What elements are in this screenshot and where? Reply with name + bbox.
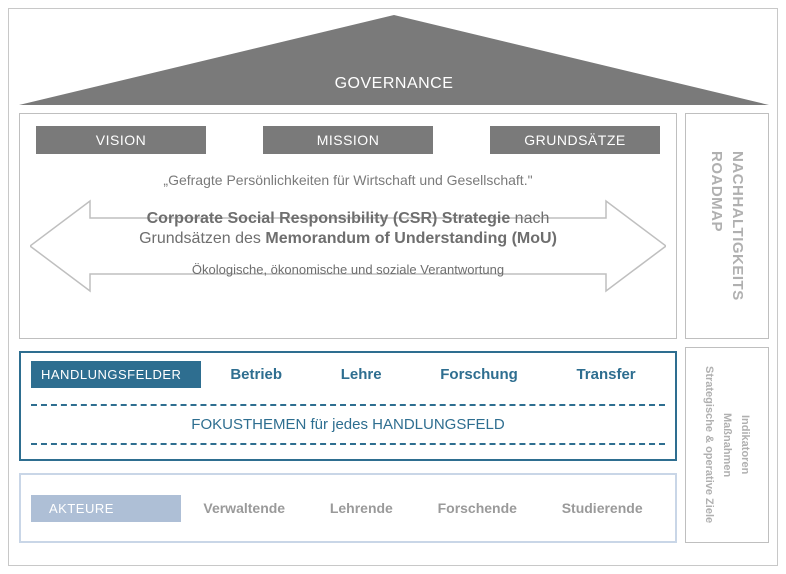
side-col-massnahmen: Maßnahmen (721, 413, 733, 477)
side-col-indikatoren: Indikatoren (739, 415, 751, 474)
fokus-prefix: FOKUSTHEMEN (191, 416, 306, 433)
csr-line2: Grundsätzen des Memorandum of Understand… (100, 230, 596, 248)
akteure-label: AKTEURE (31, 495, 181, 522)
right-column: NACHHALTIGKEITS ROADMAP Strategische & o… (685, 113, 769, 543)
vmg-quote: „Gefragte Persönlichkeiten für Wirtschaf… (30, 172, 666, 188)
akteure-fields: Verwaltende Lehrende Forschende Studiere… (181, 500, 665, 516)
side-bottom-cols: Strategische & operative Ziele Maßnahmen… (703, 348, 751, 542)
csr-line2-prefix: Grundsätzen des (139, 230, 265, 247)
hf-fields: Betrieb Lehre Forschung Transfer (201, 366, 665, 383)
main-row: VISION MISSION GRUNDSÄTZE „Gefragte Pers… (19, 113, 769, 543)
hf-field-transfer: Transfer (576, 366, 635, 383)
ak-field-studierende: Studierende (562, 500, 643, 516)
diagram-frame: GOVERNANCE VISION MISSION GRUNDSÄTZE „Ge… (8, 8, 778, 566)
hf-top-row: HANDLUNGSFELDER Betrieb Lehre Forschung … (31, 361, 665, 388)
csr-line3: Ökologische, ökonomische und soziale Ver… (100, 262, 596, 277)
arrow-text: Corporate Social Responsibility (CSR) St… (100, 210, 596, 277)
tab-mission: MISSION (263, 126, 433, 154)
hf-label: HANDLUNGSFELDER (31, 361, 201, 388)
vmg-box: VISION MISSION GRUNDSÄTZE „Gefragte Pers… (19, 113, 677, 339)
csr-line2-bold: Memorandum of Understanding (MoU) (265, 230, 557, 247)
roadmap-line1: NACHHALTIGKEITS (729, 151, 746, 301)
csr-line1-suffix: nach (510, 210, 549, 227)
fokus-band: FOKUSTHEMEN für jedes HANDLUNGSFELD (31, 404, 665, 445)
hf-field-forschung: Forschung (440, 366, 518, 383)
side-col-strategische: Strategische & operative Ziele (703, 366, 715, 523)
left-column: VISION MISSION GRUNDSÄTZE „Gefragte Pers… (19, 113, 677, 543)
fokus-middle: für jedes (306, 416, 372, 433)
tab-grundsaetze: GRUNDSÄTZE (490, 126, 660, 154)
fokus-suffix: HANDLUNGSFELD (372, 416, 505, 433)
tab-vision: VISION (36, 126, 206, 154)
ak-field-lehrende: Lehrende (330, 500, 393, 516)
double-arrow: Corporate Social Responsibility (CSR) St… (30, 196, 666, 306)
akteure-box: AKTEURE Verwaltende Lehrende Forschende … (19, 473, 677, 543)
roadmap-line2: ROADMAP (708, 151, 725, 232)
roof: GOVERNANCE (19, 15, 769, 105)
ak-field-forschende: Forschende (438, 500, 517, 516)
hf-field-lehre: Lehre (341, 366, 382, 383)
roadmap-box: NACHHALTIGKEITS ROADMAP (685, 113, 769, 339)
roof-label: GOVERNANCE (19, 75, 769, 93)
csr-line1-bold: Corporate Social Responsibility (CSR) St… (147, 210, 511, 227)
side-bottom-box: Strategische & operative Ziele Maßnahmen… (685, 347, 769, 543)
ak-field-verwaltende: Verwaltende (203, 500, 285, 516)
hf-field-betrieb: Betrieb (230, 366, 282, 383)
handlungsfelder-box: HANDLUNGSFELDER Betrieb Lehre Forschung … (19, 351, 677, 461)
vmg-tabs: VISION MISSION GRUNDSÄTZE (30, 126, 666, 154)
roadmap-text: NACHHALTIGKEITS ROADMAP (706, 151, 748, 301)
csr-line1: Corporate Social Responsibility (CSR) St… (100, 210, 596, 228)
